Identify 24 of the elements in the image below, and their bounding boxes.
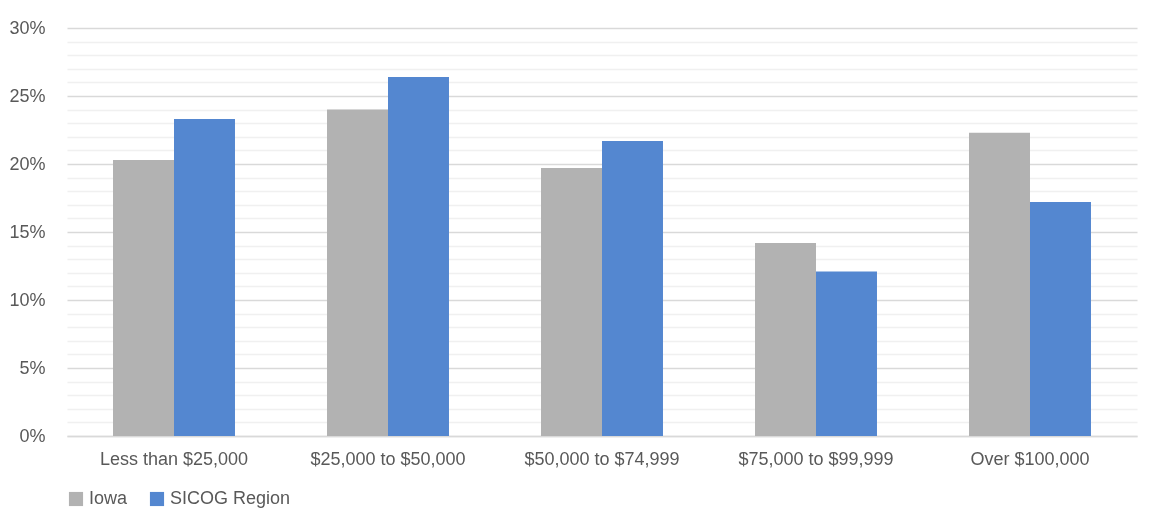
bar bbox=[327, 109, 388, 436]
y-tick-label: 5% bbox=[19, 357, 46, 378]
y-tick-label: 30% bbox=[9, 17, 46, 38]
y-tick-label: 25% bbox=[9, 85, 46, 106]
x-tick-label: $50,000 to $74,999 bbox=[524, 448, 680, 469]
y-tick-label: 0% bbox=[19, 425, 46, 446]
bar bbox=[541, 168, 602, 436]
x-tick-label: $25,000 to $50,000 bbox=[310, 448, 466, 469]
bar bbox=[113, 159, 174, 436]
bar bbox=[388, 76, 449, 436]
bar bbox=[174, 119, 235, 436]
bar bbox=[1030, 202, 1091, 436]
bar bbox=[969, 132, 1030, 436]
y-tick-label: 10% bbox=[9, 289, 46, 310]
y-tick-label: 20% bbox=[9, 153, 46, 174]
bar bbox=[816, 271, 877, 436]
bar bbox=[755, 242, 816, 436]
legend-label: Iowa bbox=[89, 488, 129, 508]
x-tick-label: Less than $25,000 bbox=[99, 448, 249, 469]
legend-label: SICOG Region bbox=[170, 488, 291, 508]
x-tick-label: $75,000 to $99,999 bbox=[738, 448, 894, 469]
y-tick-label: 15% bbox=[9, 221, 46, 242]
bar bbox=[602, 140, 663, 436]
x-tick-label: Over $100,000 bbox=[970, 448, 1090, 469]
